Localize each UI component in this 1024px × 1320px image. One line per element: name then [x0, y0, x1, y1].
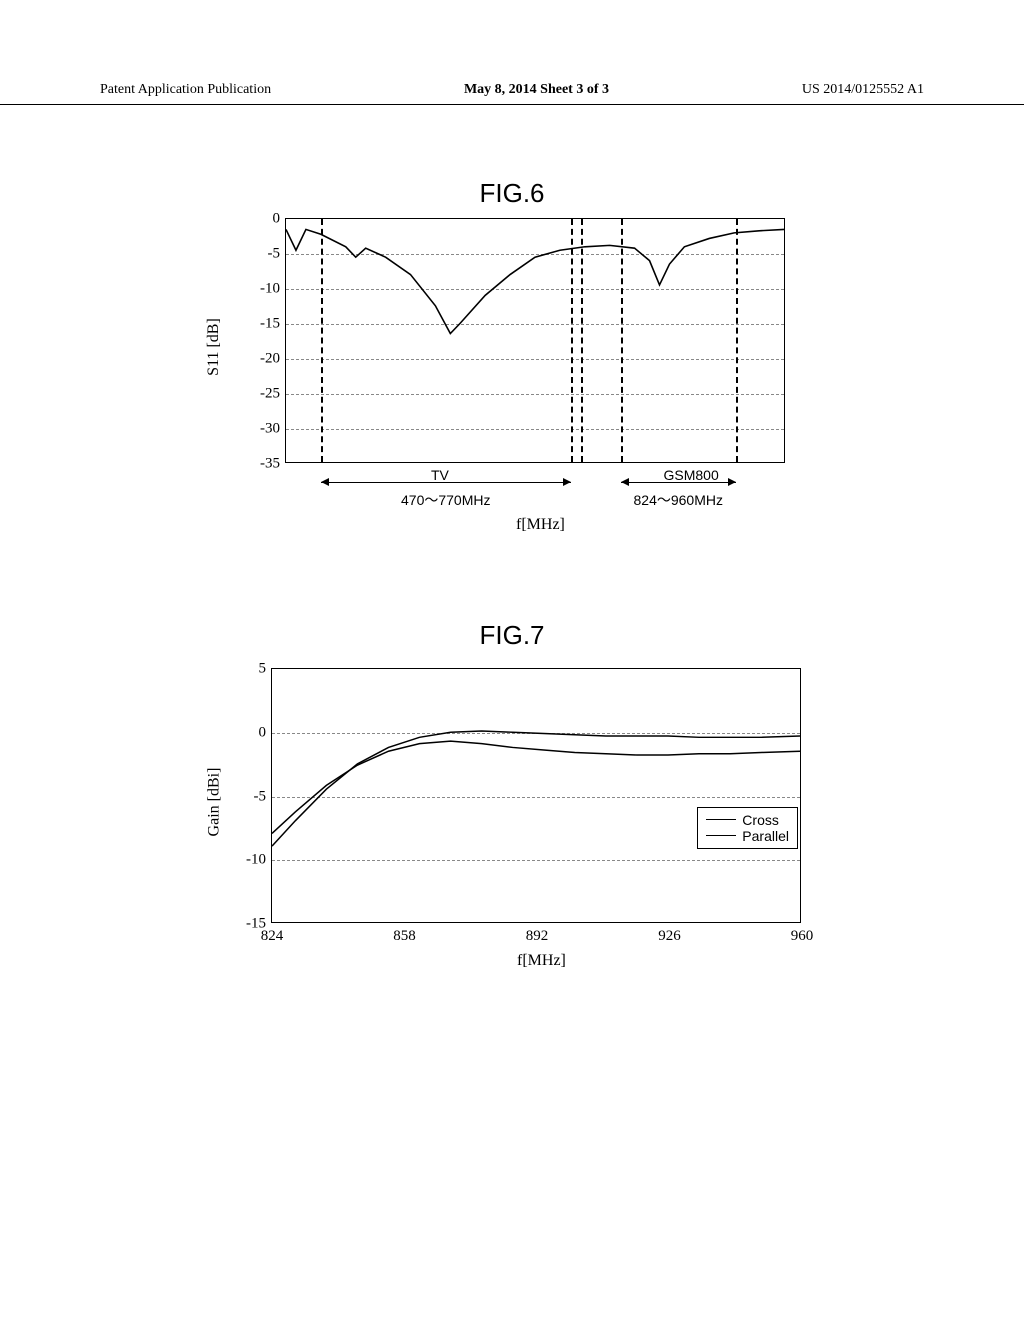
fig7-xtick: 858 [393, 928, 416, 945]
fig7-xtick: 926 [658, 928, 681, 945]
fig6-ytick: -30 [260, 421, 280, 438]
fig6-plot-area: 0-5-10-15-20-25-30-35TV470〜770MHzGSM8008… [285, 218, 785, 463]
fig6-ytick: -10 [260, 281, 280, 298]
fig6-xlabel: f[MHz] [516, 516, 565, 534]
header-left: Patent Application Publication [100, 82, 271, 98]
fig6-band-range: 470〜770MHz [401, 490, 491, 510]
header-right: US 2014/0125552 A1 [802, 82, 924, 98]
fig7-legend: CrossParallel [697, 807, 798, 849]
fig7-ylabel: Gain [dBi] [205, 768, 223, 837]
fig6-ytick: -15 [260, 316, 280, 333]
fig6-title: FIG.6 [0, 178, 1024, 209]
fig7-xtick: 960 [791, 928, 814, 945]
fig6-ytick: -20 [260, 351, 280, 368]
fig7-chart: Gain [dBi] 50-5-10-15824858892926960Cros… [215, 668, 815, 923]
fig6-chart: S11 [dB] 0-5-10-15-20-25-30-35TV470〜770M… [215, 218, 815, 463]
fig7-xlabel: f[MHz] [517, 952, 566, 970]
fig7-legend-item: Parallel [706, 828, 789, 844]
fig6-curve [286, 229, 784, 333]
header-center: May 8, 2014 Sheet 3 of 3 [464, 82, 609, 98]
fig6-band-name: TV [431, 467, 449, 483]
fig6-band-name: GSM800 [664, 467, 719, 483]
fig6-ytick: -25 [260, 386, 280, 403]
fig7-legend-label: Parallel [742, 828, 789, 844]
fig7-legend-line [706, 819, 736, 821]
fig7-ytick: 5 [259, 661, 267, 678]
fig6-ytick: 0 [273, 211, 281, 228]
fig6-ytick: -5 [268, 246, 281, 263]
fig6-band-range: 824〜960MHz [634, 490, 724, 510]
fig7-legend-item: Cross [706, 812, 789, 828]
fig7-ytick: 0 [259, 724, 267, 741]
fig7-xtick: 892 [526, 928, 549, 945]
fig7-title: FIG.7 [0, 620, 1024, 651]
fig7-ytick: -5 [254, 788, 267, 805]
fig7-xtick: 824 [261, 928, 284, 945]
fig7-legend-label: Cross [742, 812, 779, 828]
fig7-ytick: -10 [246, 852, 266, 869]
fig7-plot-area: 50-5-10-15824858892926960CrossParallelf[… [271, 668, 801, 923]
fig7-legend-line [706, 835, 736, 837]
page-header: Patent Application Publication May 8, 20… [0, 82, 1024, 105]
fig6-ylabel: S11 [dB] [205, 318, 223, 376]
fig6-ytick: -35 [260, 456, 280, 473]
